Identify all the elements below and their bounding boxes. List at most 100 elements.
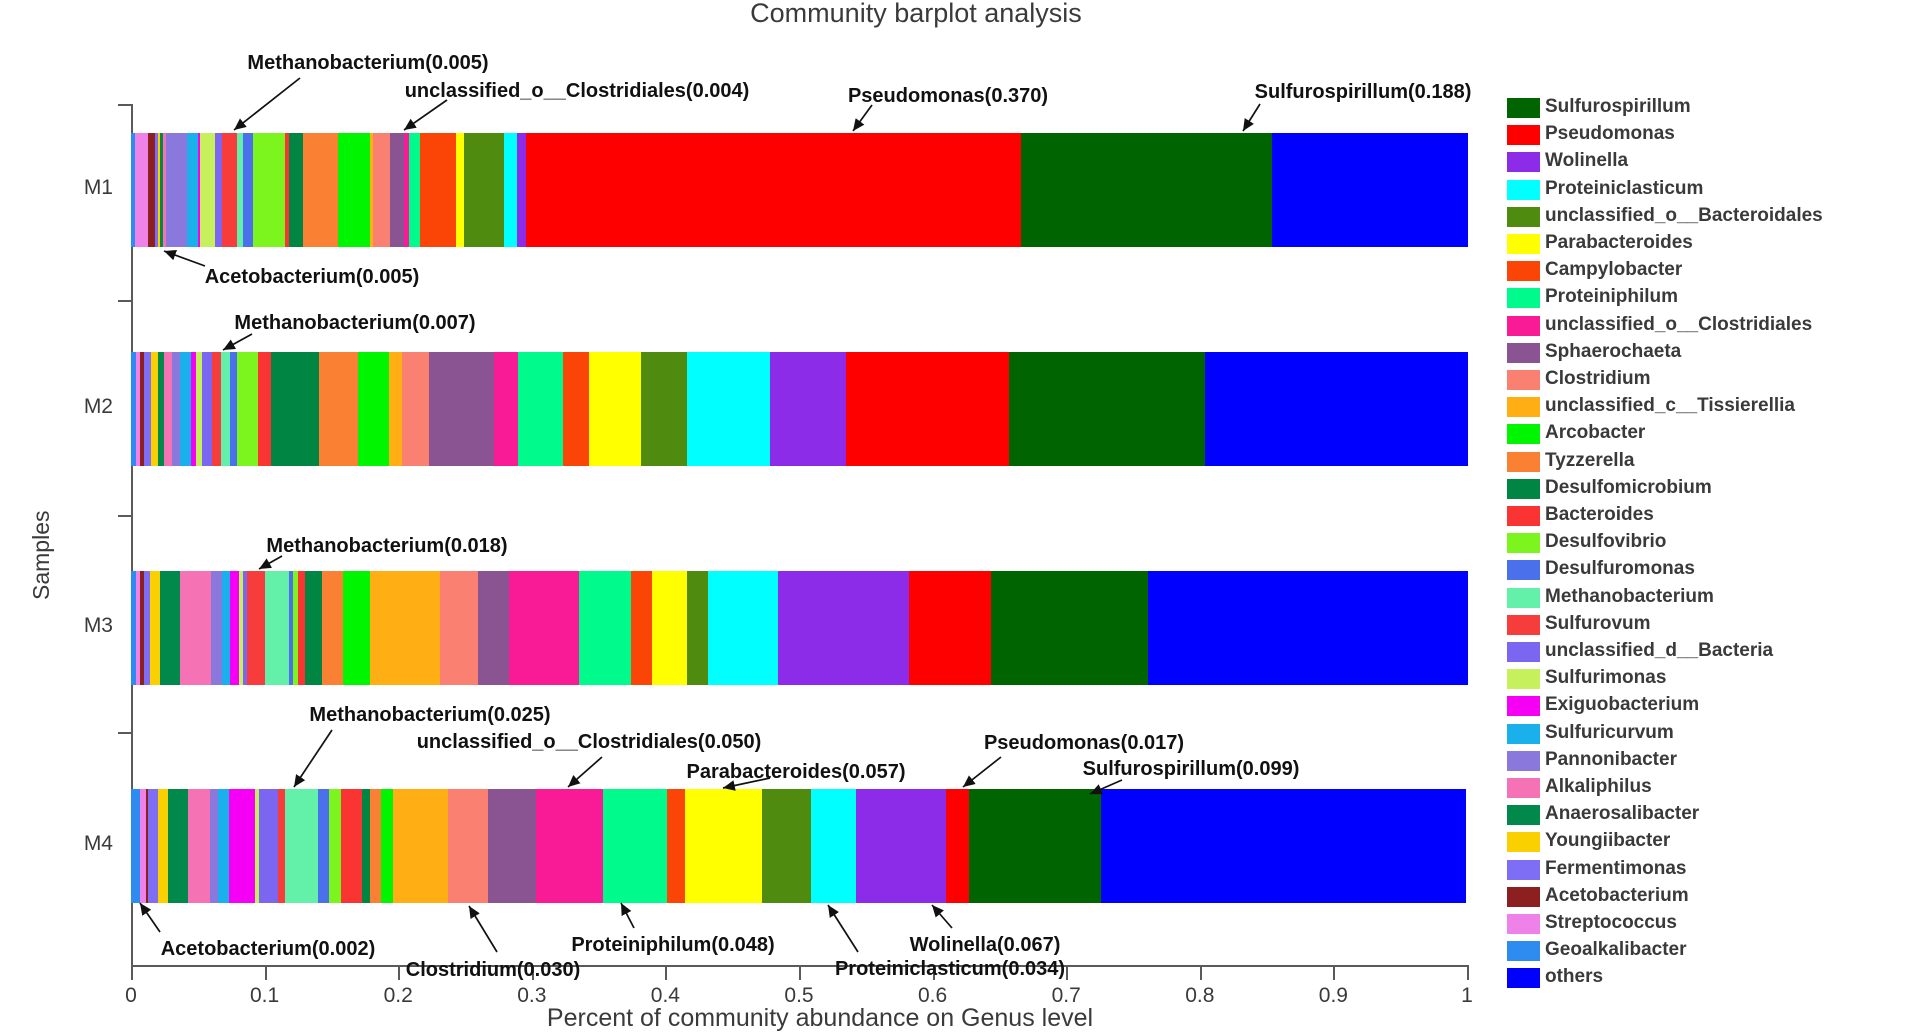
bar-segment: [503, 133, 518, 247]
legend-label-7: Proteiniphilum: [1545, 286, 1678, 308]
legend-swatch-16: [1507, 533, 1540, 554]
annotation-label-10: Pseudomonas(0.017): [983, 732, 1185, 754]
bar-segment: [517, 133, 528, 247]
legend-label-22: Exiguobacterium: [1545, 694, 1700, 716]
legend-swatch-9: [1507, 342, 1540, 363]
legend-label-17: Desulfuromonas: [1545, 558, 1695, 580]
bar-segment: [518, 352, 564, 466]
stacked-bar-M4: [131, 789, 1467, 903]
bar-segment: [526, 133, 1022, 247]
legend-label-24: Pannonibacter: [1545, 748, 1677, 770]
bar-segment: [318, 789, 330, 903]
annotation-label-14: Proteiniphilum(0.048): [571, 934, 775, 956]
bar-segment: [686, 571, 709, 685]
legend-label-30: Streptococcus: [1545, 912, 1677, 933]
legend-swatch-14: [1507, 478, 1540, 499]
legend-swatch-22: [1507, 696, 1540, 717]
bar-segment: [991, 571, 1149, 685]
bar-segment: [1147, 571, 1468, 685]
legend-label-12: Arcobacter: [1545, 422, 1646, 444]
legend-label-19: Sulfurovum: [1545, 612, 1651, 634]
bar-segment: [945, 789, 970, 903]
stacked-bar-M2: [131, 352, 1468, 466]
bar-segment: [160, 571, 182, 685]
bar-segment: [239, 571, 244, 685]
bar-segment: [419, 133, 457, 247]
bar-segment: [228, 789, 256, 903]
bar-segment: [229, 571, 240, 685]
bar-segment: [284, 789, 319, 903]
bar-segment: [165, 133, 188, 247]
legend-label-1: Pseudomonas: [1545, 123, 1675, 145]
x-axis-tick-label-1: 0.1: [249, 984, 280, 1007]
bar-segment: [343, 571, 371, 685]
annotation-arrow-5: [222, 333, 253, 351]
bar-segment: [215, 133, 223, 247]
bar-segment: [968, 789, 1102, 903]
y-axis-tick-3: [118, 732, 132, 734]
bar-segment: [160, 133, 164, 247]
legend-label-2: Wolinella: [1545, 150, 1629, 172]
legend-label-16: Desulfovibrio: [1545, 531, 1667, 553]
bar-segment: [136, 571, 141, 685]
legend-label-3: Proteiniclasticum: [1545, 177, 1704, 199]
annotation-label-11: Sulfurospirillum(0.099): [1082, 758, 1300, 780]
bar-segment: [641, 352, 688, 466]
annotation-label-7: Methanobacterium(0.025): [309, 704, 551, 726]
legend-swatch-5: [1507, 234, 1540, 254]
annotation-arrow-12: [139, 902, 161, 933]
x-axis-tick-label-3: 0.3: [517, 984, 547, 1007]
bar-segment: [630, 571, 653, 685]
bar-segment: [652, 571, 688, 685]
bar-segment: [408, 133, 421, 247]
bar-segment: [304, 571, 323, 685]
y-axis-tick-2: [118, 515, 132, 517]
bar-segment: [403, 133, 410, 247]
annotation-label-2: Pseudomonas(0.370): [847, 85, 1049, 107]
legend-swatch-26: [1507, 805, 1540, 826]
legend-label-4: unclassified_o__Bacteroidales: [1545, 204, 1823, 226]
x-axis-tick-9: [1333, 965, 1336, 980]
sample-label-M3: M3: [83, 614, 113, 637]
x-axis-tick-3: [531, 965, 534, 980]
legend-swatch-15: [1507, 506, 1540, 526]
legend-swatch-31: [1507, 941, 1540, 962]
bar-segment: [439, 571, 479, 685]
bar-segment: [172, 352, 182, 466]
bar-segment: [708, 571, 779, 685]
x-axis-tick-6: [932, 965, 935, 980]
legend-swatch-4: [1507, 206, 1540, 227]
bar-segment: [264, 571, 290, 685]
legend-swatch-13: [1507, 451, 1540, 472]
bar-segment: [370, 789, 382, 903]
bar-segment: [370, 571, 441, 685]
legend-swatch-21: [1507, 669, 1540, 690]
legend-label-29: Acetobacterium: [1545, 884, 1689, 906]
x-axis-tick-2: [398, 965, 401, 980]
annotation-arrow-14: [620, 902, 635, 929]
legend-label-8: unclassified_o__Clostridiales: [1545, 313, 1813, 335]
bar-segment: [252, 133, 286, 247]
x-axis-tick-label-2: 0.2: [383, 984, 413, 1007]
legend-swatch-23: [1507, 723, 1540, 744]
bar-segment: [188, 789, 211, 903]
bar-segment: [447, 789, 489, 903]
bar-segment: [322, 571, 345, 685]
legend-swatch-27: [1507, 832, 1540, 853]
bar-segment: [157, 133, 161, 247]
bar-segment: [236, 352, 259, 466]
bar-segment: [494, 352, 520, 466]
bar-segment: [509, 571, 580, 685]
legend-label-6: Campylobacter: [1545, 259, 1683, 281]
bar-segment: [211, 571, 223, 685]
chart-title: Community barplot analysis: [750, 0, 1082, 28]
bar-segment: [212, 352, 222, 466]
bar-segment: [229, 352, 238, 466]
x-axis-tick-label-4: 0.4: [650, 984, 680, 1007]
x-axis-tick-7: [1066, 965, 1069, 980]
x-axis-tick-4: [665, 965, 668, 980]
x-axis-tick-0: [131, 965, 133, 980]
bar-segment: [303, 133, 339, 247]
legend-swatch-0: [1507, 98, 1540, 118]
